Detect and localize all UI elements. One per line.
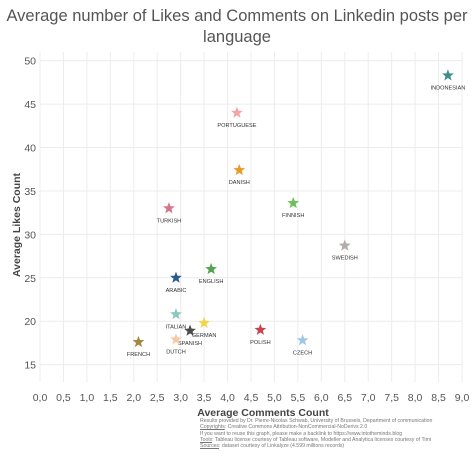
x-tick-label: 0,5 <box>56 392 71 404</box>
data-point-star-italian <box>170 308 182 320</box>
data-label-french: FRENCH <box>127 352 150 358</box>
x-tick-label: 6,0 <box>314 392 329 404</box>
x-tick-label: 6,5 <box>337 392 352 404</box>
credits-line-tools: Tools: Tableau license courtesy of Table… <box>200 436 432 443</box>
x-tick-label: 5,5 <box>291 392 306 404</box>
data-label-swedish: SWEDISH <box>332 256 358 262</box>
x-tick-label: 4,0 <box>220 392 235 404</box>
y-tick-label: 45 <box>24 99 36 111</box>
x-tick-label: 7,5 <box>384 392 399 404</box>
data-point-star-polish <box>254 323 267 335</box>
x-tick-label: 2,5 <box>150 392 165 404</box>
x-tick-label: 9,0 <box>455 392 470 404</box>
data-label-czech: CZECH <box>293 350 312 356</box>
credits: Results provided by Dr. Pierre-Nicolas S… <box>200 418 432 449</box>
data-label-dutch: DUTCH <box>166 349 186 355</box>
credits-line-results: Results provided by Dr. Pierre-Nicolas S… <box>200 418 433 424</box>
x-tick-label: 1,5 <box>103 392 118 404</box>
data-point-star-german <box>198 316 211 328</box>
data-label-indonesian: INDONESIAN <box>431 85 466 91</box>
data-point-star-czech <box>296 334 309 346</box>
data-point-star-french <box>132 335 145 348</box>
data-point-star-danish <box>233 163 246 176</box>
y-tick-label: 35 <box>24 186 36 198</box>
tools-label[interactable]: Tools <box>200 436 213 443</box>
y-tick-label: 25 <box>24 273 36 285</box>
credits-line-sources: Sources: dataset courtesy of Linkalyze (… <box>200 443 345 450</box>
x-tick-label: 8,5 <box>431 392 446 404</box>
sources-label[interactable]: Sources <box>200 443 220 450</box>
data-label-german: GERMAN <box>192 333 217 339</box>
data-label-finnish: FINNISH <box>282 213 304 219</box>
y-tick-label: 30 <box>24 229 36 241</box>
data-point-star-finnish <box>287 196 300 209</box>
y-tick-label: 20 <box>24 316 36 328</box>
data-point-star-turkish <box>163 202 175 214</box>
data-point-star-indonesian <box>442 69 454 81</box>
y-tick-label: 50 <box>24 56 36 68</box>
chart-title-line-2: language <box>203 28 271 46</box>
y-tick-label: 40 <box>24 143 36 155</box>
x-tick-label: 8,0 <box>408 392 423 404</box>
data-point-star-arabic <box>170 271 182 283</box>
x-tick-label: 1,0 <box>80 392 95 404</box>
x-tick-label: 4,5 <box>244 392 259 404</box>
x-tick-label: 0,0 <box>33 392 48 404</box>
copyrights-label[interactable]: Copyrights <box>200 424 225 431</box>
data-label-polish: POLISH <box>250 340 271 346</box>
chart-title-line-1: Average number of Likes and Comments on … <box>6 7 468 25</box>
data-label-arabic: ARABIC <box>166 288 187 294</box>
data-point-star-swedish <box>338 239 351 251</box>
data-label-spanish: SPANISH <box>178 341 202 347</box>
y-tick-label: 15 <box>24 360 36 372</box>
credits-line-copyrights: Copyrights: Creative Commons Attribution… <box>200 424 368 431</box>
x-tick-label: 7,0 <box>361 392 376 404</box>
data-label-turkish: TURKISH <box>157 218 182 224</box>
x-tick-label: 2,0 <box>126 392 141 404</box>
data-point-star-portuguese <box>231 106 243 118</box>
y-axis-label: Average Likes Count <box>11 172 23 277</box>
credits-line-backlink: If you want to reuse this graph, please … <box>200 430 403 437</box>
x-tick-label: 3,5 <box>197 392 212 404</box>
data-label-portuguese: PORTUGUESE <box>217 123 256 129</box>
x-axis-label: Average Comments Count <box>197 407 329 419</box>
data-point-star-english <box>205 262 218 275</box>
chart-title: Average number of Likes and Comments on … <box>0 6 474 48</box>
data-point-star-dutch <box>170 333 182 345</box>
x-tick-label: 5,0 <box>267 392 282 404</box>
data-label-danish: DANISH <box>229 180 250 186</box>
data-point-star-spanish <box>184 324 196 336</box>
x-tick-label: 3,0 <box>173 392 188 404</box>
data-label-english: ENGLISH <box>199 279 224 285</box>
data-label-italian: ITALIAN <box>166 324 187 330</box>
